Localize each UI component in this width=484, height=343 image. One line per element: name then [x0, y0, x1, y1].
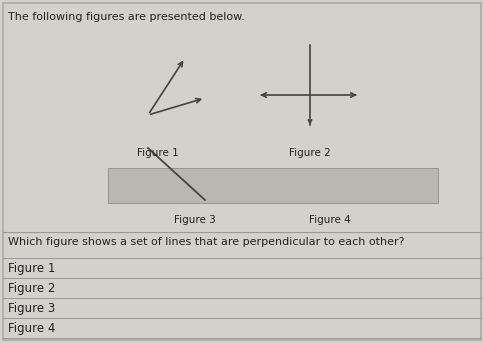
Text: The following figures are presented below.: The following figures are presented belo… [8, 12, 244, 22]
Text: Figure 2: Figure 2 [288, 148, 330, 158]
Text: Figure 3: Figure 3 [174, 215, 215, 225]
Text: Figure 1: Figure 1 [137, 148, 179, 158]
Text: Figure 4: Figure 4 [308, 215, 350, 225]
Text: Figure 1: Figure 1 [8, 262, 55, 275]
Bar [108, 168, 437, 203]
Text: Which figure shows a set of lines that are perpendicular to each other?: Which figure shows a set of lines that a… [8, 237, 404, 247]
Text: Figure 2: Figure 2 [8, 282, 55, 295]
Text: Figure 3: Figure 3 [8, 302, 55, 315]
Text: Figure 4: Figure 4 [8, 322, 55, 335]
